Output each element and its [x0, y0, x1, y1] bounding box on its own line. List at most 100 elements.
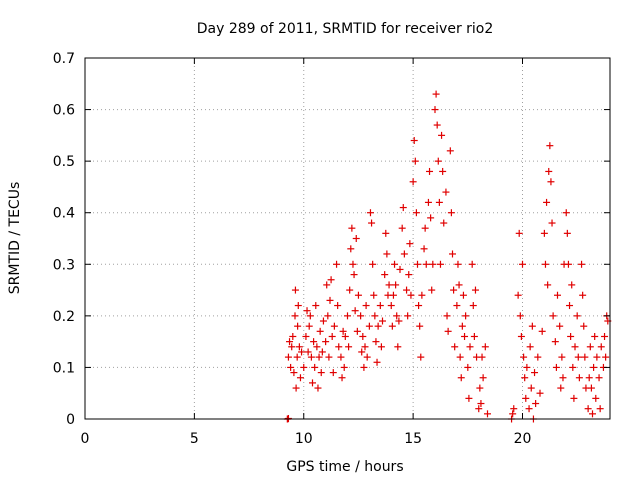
data-point	[596, 405, 604, 413]
data-point	[450, 286, 458, 294]
data-point	[391, 260, 399, 268]
data-point	[389, 291, 397, 299]
data-point	[573, 312, 581, 320]
data-point	[556, 322, 564, 330]
y-tick-label: 0.5	[53, 154, 75, 170]
data-point	[396, 265, 404, 273]
data-point	[510, 405, 518, 413]
data-point	[381, 271, 389, 279]
data-point	[580, 322, 588, 330]
data-point	[303, 307, 311, 315]
data-point	[552, 363, 560, 371]
data-point	[388, 322, 396, 330]
data-point	[418, 291, 426, 299]
data-point	[323, 281, 331, 289]
data-point	[352, 235, 360, 242]
data-point	[462, 312, 470, 320]
data-point	[410, 137, 418, 145]
data-point	[476, 384, 484, 392]
data-point	[593, 353, 601, 361]
data-point	[451, 343, 459, 351]
data-point	[532, 400, 540, 408]
data-point	[436, 260, 444, 268]
y-tick-label: 0.6	[53, 103, 75, 119]
data-point	[447, 209, 455, 217]
data-point	[525, 405, 533, 413]
data-point	[286, 338, 294, 346]
data-point	[540, 229, 548, 237]
data-point	[466, 343, 474, 351]
data-point	[458, 322, 466, 330]
data-point	[307, 353, 315, 361]
y-tick-label: 0.4	[53, 206, 75, 222]
data-point	[531, 369, 539, 377]
data-point	[291, 312, 299, 320]
y-tick-label: 0.7	[53, 51, 75, 67]
data-point	[290, 369, 298, 377]
data-point	[431, 106, 439, 114]
data-point	[339, 327, 347, 335]
data-point	[287, 363, 295, 371]
data-point	[337, 353, 345, 361]
data-point	[353, 327, 361, 335]
data-point	[574, 353, 582, 361]
data-point	[293, 353, 301, 361]
data-point	[329, 369, 337, 377]
data-point	[306, 312, 314, 320]
data-point	[366, 209, 374, 217]
data-point	[509, 410, 517, 418]
data-point	[377, 343, 385, 351]
data-point	[392, 281, 400, 289]
x-tick-label: 0	[81, 431, 90, 447]
data-point	[549, 312, 557, 320]
data-point	[415, 302, 423, 310]
data-point	[350, 271, 358, 279]
data-point	[416, 322, 424, 330]
data-point	[383, 250, 391, 258]
y-tick-label: 0	[66, 412, 75, 428]
data-point	[584, 405, 592, 413]
data-point	[454, 260, 462, 268]
data-point	[453, 302, 461, 310]
data-point	[520, 353, 528, 361]
data-point	[345, 343, 353, 351]
data-point	[426, 167, 434, 175]
data-point	[326, 296, 334, 304]
data-point	[538, 327, 546, 335]
data-point	[465, 394, 473, 402]
data-point	[601, 332, 609, 340]
data-point	[379, 317, 386, 325]
data-point	[417, 353, 425, 361]
data-point	[602, 353, 610, 361]
data-point	[403, 286, 411, 294]
data-point	[328, 332, 336, 340]
data-point	[393, 312, 401, 320]
data-point	[522, 394, 530, 402]
data-point	[521, 374, 529, 382]
data-point	[546, 142, 554, 150]
y-axis-label: SRMTID / TECUs	[7, 182, 23, 295]
data-point	[382, 229, 390, 237]
data-point	[429, 260, 437, 268]
data-point	[309, 379, 316, 387]
data-point	[443, 312, 451, 320]
data-point	[294, 322, 302, 330]
data-point	[554, 291, 561, 299]
data-point	[312, 302, 320, 310]
data-point	[335, 343, 343, 351]
data-point	[357, 312, 365, 320]
data-point	[469, 302, 477, 310]
data-point	[409, 178, 417, 186]
data-point	[456, 353, 464, 361]
data-point	[365, 322, 373, 330]
data-point	[587, 384, 595, 392]
data-point	[373, 358, 381, 366]
data-point	[481, 343, 489, 351]
data-point	[570, 394, 578, 402]
data-point	[585, 374, 593, 382]
chart-title: Day 289 of 2011, SRMTID for receiver rio…	[197, 21, 494, 37]
data-point	[322, 338, 330, 346]
data-point	[566, 302, 574, 310]
data-point	[477, 400, 485, 408]
data-point	[479, 374, 487, 382]
